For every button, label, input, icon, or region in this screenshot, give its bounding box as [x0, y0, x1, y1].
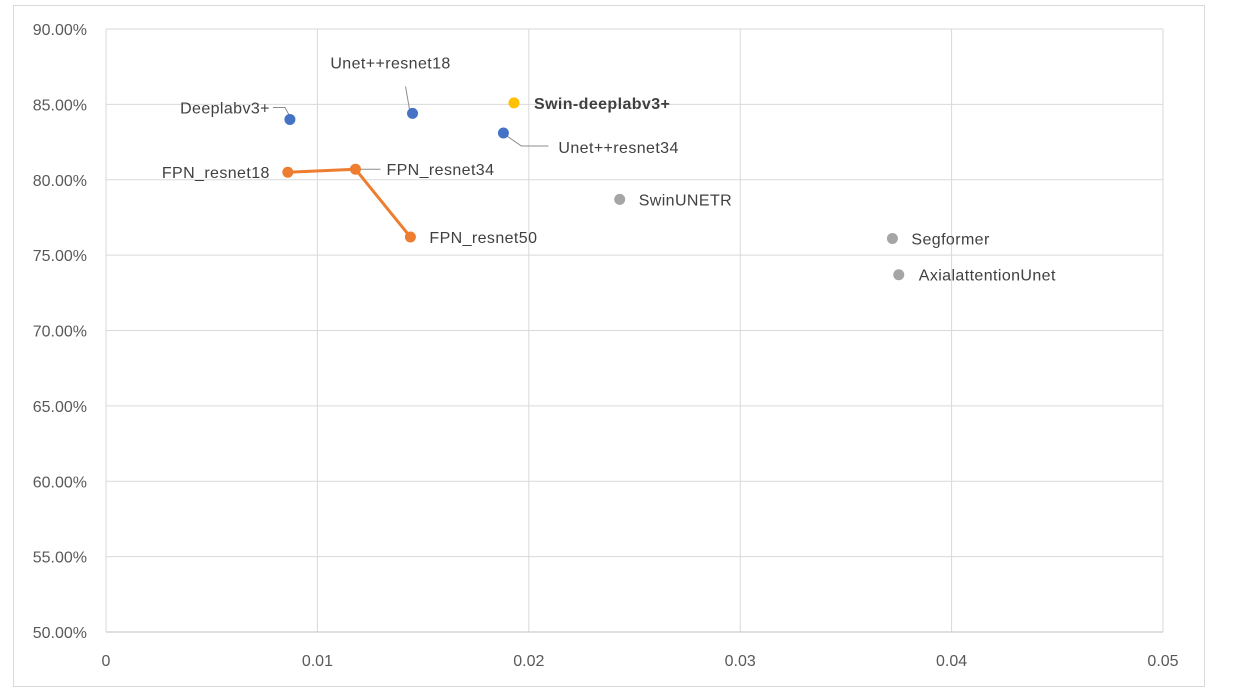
leader-line: [272, 106, 291, 117]
y-tick-label: 90.00%: [33, 22, 87, 39]
y-tick-label: 60.00%: [33, 474, 87, 491]
data-point: [508, 97, 520, 109]
data-point: [407, 107, 419, 119]
x-tick-label: 0.01: [302, 653, 333, 670]
gridlines: [106, 28, 1164, 632]
point-label: FPN_resnet50: [429, 230, 537, 247]
x-tick-label: 0.03: [725, 653, 756, 670]
x-tick-label: 0.04: [936, 653, 967, 670]
leader-line: [405, 86, 411, 110]
point-label: FPN_resnet34: [386, 162, 494, 179]
data-point: [404, 231, 416, 243]
data-points: [282, 97, 905, 281]
data-point: [284, 113, 296, 125]
chart-area: [13, 5, 1205, 687]
y-tick-label: 70.00%: [33, 324, 87, 341]
axes: [105, 29, 1163, 633]
data-point: [893, 269, 905, 281]
data-point: [614, 193, 626, 205]
data-point: [282, 166, 294, 178]
data-point: [349, 163, 361, 175]
y-tick-label: 65.00%: [33, 399, 87, 416]
data-point: [497, 127, 509, 139]
y-tick-label: 55.00%: [33, 550, 87, 567]
y-tick-label: 75.00%: [33, 248, 87, 265]
x-tick-label: 0.05: [1147, 653, 1178, 670]
point-label: Deeplabv3+: [180, 100, 270, 117]
point-label: SwinUNETR: [639, 192, 732, 209]
point-label: Unet++resnet18: [330, 55, 450, 72]
point-label: FPN_resnet18: [162, 165, 270, 182]
y-tick-label: 50.00%: [33, 625, 87, 642]
label-leader-lines: [272, 86, 549, 170]
x-tick-label: 0.02: [513, 653, 544, 670]
point-label: Swin-deeplabv3+: [534, 96, 670, 113]
point-label: Segformer: [911, 232, 990, 249]
data-point: [886, 233, 898, 245]
x-tick-label: 0: [102, 653, 111, 670]
y-tick-label: 85.00%: [33, 97, 87, 114]
leader-line: [505, 134, 549, 147]
point-labels: Deeplabv3+ Unet++resnet18 Unet++resnet34 Sw…: [162, 55, 1056, 284]
y-axis-ticks: 50.00% 55.00% 60.00% 65.00% 70.00% 75.00% 80.0…: [33, 22, 87, 642]
point-label: AxialattentionUnet: [919, 268, 1056, 285]
y-tick-label: 80.00%: [33, 173, 87, 190]
x-axis-ticks: 0 0.01 0.02 0.03 0.04 0.05: [102, 653, 1179, 670]
point-label: Unet++resnet34: [558, 140, 678, 157]
